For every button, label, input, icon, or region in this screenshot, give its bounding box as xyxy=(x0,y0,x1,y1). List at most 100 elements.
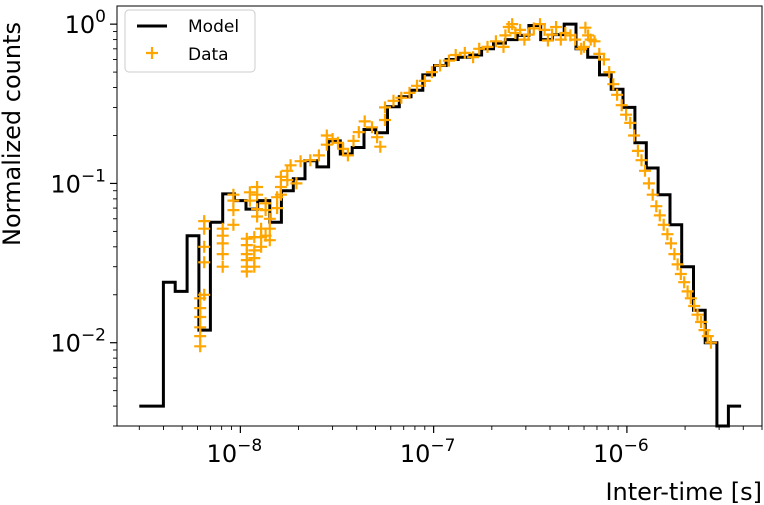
data-point-marker xyxy=(194,340,207,353)
data-point-marker xyxy=(527,22,540,35)
data-point-marker xyxy=(442,54,455,67)
data-point-marker xyxy=(559,27,572,39)
data-point-marker xyxy=(337,142,350,155)
data-point-marker xyxy=(499,29,512,42)
data-point-marker xyxy=(597,53,610,66)
data-point-marker xyxy=(411,79,423,92)
data-point-marker xyxy=(631,144,644,157)
data-point-marker xyxy=(554,33,567,46)
data-point-marker xyxy=(403,86,416,99)
data-point-marker xyxy=(216,248,229,261)
data-point-marker xyxy=(522,28,535,41)
y-tick-label: 100 xyxy=(65,7,106,39)
legend-data-label: Data xyxy=(188,45,229,65)
data-point-marker xyxy=(489,35,502,48)
y-axis-ticks: 100 10−1 10−2 xyxy=(50,7,117,427)
data-point-marker xyxy=(352,126,365,139)
data-point-marker xyxy=(274,181,287,193)
data-point-marker xyxy=(635,154,648,167)
data-point-marker xyxy=(506,18,519,31)
data-point-marker xyxy=(688,300,701,312)
data-point-marker xyxy=(290,177,303,190)
data-point-marker xyxy=(546,28,559,41)
data-point-marker xyxy=(661,228,674,241)
data-point-marker xyxy=(514,23,527,36)
data-point-marker xyxy=(374,140,387,153)
data-point-marker xyxy=(366,121,378,134)
legend-data-swatch xyxy=(146,47,158,59)
data-point-marker xyxy=(198,288,211,301)
y-tick-label: 10−1 xyxy=(50,166,106,198)
data-point-marker xyxy=(358,115,371,128)
data-point-marker xyxy=(550,21,563,33)
data-point-marker xyxy=(198,256,211,269)
data-point-marker xyxy=(650,200,663,213)
data-point-marker xyxy=(639,164,651,177)
x-tick-label: 10−7 xyxy=(400,436,456,468)
data-point-marker xyxy=(624,116,637,129)
data-point-marker xyxy=(603,66,616,79)
data-point-marker xyxy=(259,197,272,210)
plot-frame xyxy=(116,5,763,427)
data-point-marker xyxy=(695,316,708,328)
data-point-marker xyxy=(274,170,287,183)
data-point-marker xyxy=(379,114,391,126)
data-point-marker xyxy=(628,129,641,142)
data-point-marker xyxy=(646,188,659,201)
data-point-marker xyxy=(304,154,317,167)
data-point-marker xyxy=(611,88,624,101)
data-point-marker xyxy=(449,49,462,61)
data-point-marker xyxy=(425,66,438,79)
data-point-marker xyxy=(642,177,655,190)
legend: Model Data xyxy=(124,9,256,73)
data-point-marker xyxy=(575,42,588,55)
data-point-marker xyxy=(467,51,480,64)
data-point-marker xyxy=(681,285,694,298)
data-point-marker xyxy=(251,181,264,193)
x-tick-label: 10−8 xyxy=(207,436,263,468)
data-point-marker xyxy=(379,101,391,114)
data-point-marker xyxy=(588,35,601,48)
data-point-marker xyxy=(271,202,284,215)
data-point-marker xyxy=(240,232,253,245)
data-point-marker xyxy=(263,234,276,247)
data-point-marker xyxy=(194,321,207,334)
data-point-marker xyxy=(284,159,297,172)
data-point-marker xyxy=(684,292,697,305)
data-point-marker xyxy=(497,40,510,53)
plot-area xyxy=(139,18,742,428)
data-point-marker xyxy=(248,244,261,257)
data-point-marker xyxy=(243,186,256,199)
data-point-marker xyxy=(458,46,471,59)
y-axis-label: Normalized counts xyxy=(0,22,26,246)
data-point-marker xyxy=(418,74,431,87)
data-point-marker xyxy=(538,23,551,36)
data-point-marker xyxy=(481,40,494,53)
data-point-marker xyxy=(216,260,229,273)
data-point-marker xyxy=(216,222,229,235)
legend-model-label: Model xyxy=(188,17,239,37)
x-axis-label: Inter-time [s] xyxy=(605,478,762,505)
data-point-marker xyxy=(347,134,360,147)
data-point-marker xyxy=(434,59,447,72)
data-point-marker xyxy=(668,248,681,261)
y-tick-label: 10−2 xyxy=(50,326,106,358)
data-point-marker xyxy=(653,209,666,222)
data-point-marker xyxy=(704,336,717,349)
data-point-marker xyxy=(579,21,592,34)
data-point-marker xyxy=(263,212,276,225)
data-point-marker xyxy=(473,42,486,55)
data-point-marker xyxy=(395,91,408,104)
data-point-marker xyxy=(620,108,633,121)
data-point-marker xyxy=(657,218,670,231)
data-point-marker xyxy=(387,94,400,107)
data-point-marker xyxy=(665,237,677,250)
data-point-marker xyxy=(312,149,325,162)
data-point-marker xyxy=(691,308,704,321)
data-point-marker xyxy=(198,240,211,253)
data-point-marker xyxy=(198,215,211,228)
data-point-marker xyxy=(678,276,691,289)
data-point-marker xyxy=(227,188,240,201)
